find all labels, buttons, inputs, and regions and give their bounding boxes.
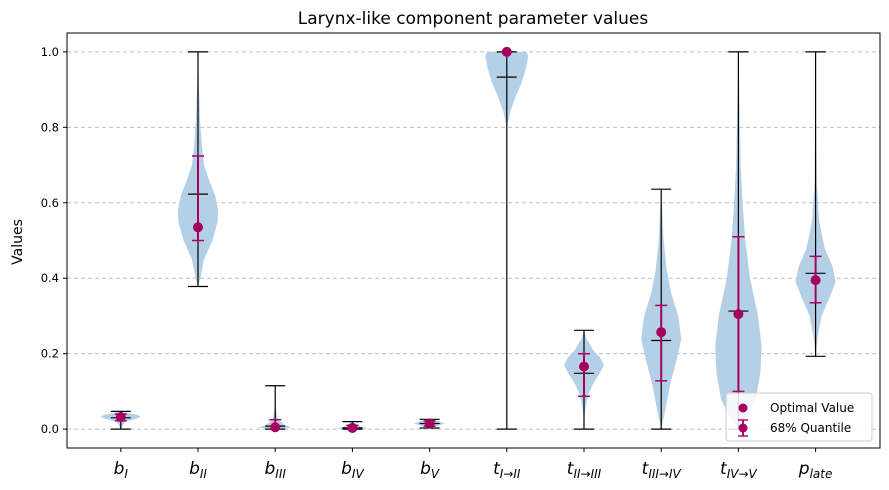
legend-optimal-marker <box>738 403 748 413</box>
x-tick-label-base: b <box>264 459 275 479</box>
x-tick-label-subscript: I→II <box>500 467 521 481</box>
optimal-point <box>424 418 435 429</box>
chart-title: Larynx-like component parameter values <box>298 9 649 29</box>
legend-quantile-label: 68% Quantile <box>770 421 851 435</box>
x-tick-label-base: t <box>720 459 728 479</box>
x-tick-label: bV <box>420 459 440 481</box>
x-tick-label-base: p <box>798 459 810 479</box>
legend: Optimal Value 68% Quantile <box>725 392 873 442</box>
legend-optimal-label: Optimal Value <box>770 401 854 415</box>
optimal-point <box>733 309 744 320</box>
x-tick-label-subscript: III <box>275 467 286 481</box>
y-tick-label: 0.0 <box>41 422 59 436</box>
x-tick-label-base: t <box>567 459 575 479</box>
x-tick-label-base: b <box>189 459 200 479</box>
x-tick-label-subscript: II→III <box>573 467 601 481</box>
x-tick-label-base: b <box>114 459 125 479</box>
x-tick-label: tIV→V <box>720 459 757 481</box>
x-tick-label: plate <box>798 459 833 481</box>
x-tick-label-subscript: II <box>200 467 208 481</box>
x-axis-ticks: bI bII bIII bIV bV tI→II tII→III tIII→IV tIV→V pl… <box>114 448 833 481</box>
y-tick-label: 0.6 <box>41 196 59 210</box>
optimal-point <box>810 275 821 286</box>
optimal-point <box>193 222 203 233</box>
x-tick-label-subscript: I <box>124 467 128 481</box>
x-tick-label: tI→II <box>493 459 521 481</box>
x-tick-label-subscript: IV <box>352 467 365 481</box>
legend-box <box>725 392 873 442</box>
optimal-point <box>501 46 512 57</box>
x-tick-label-base: t <box>642 459 650 479</box>
x-tick-label: bII <box>189 459 207 481</box>
optimal-point <box>656 327 667 338</box>
x-tick-label-subscript: IV→V <box>727 467 758 481</box>
optimal-point <box>579 361 589 372</box>
legend-quantile-dot <box>738 423 748 433</box>
x-tick-label: bI <box>114 459 129 481</box>
x-tick-label-base: b <box>420 459 431 479</box>
optimal-point <box>270 422 281 433</box>
x-tick-label: bIII <box>264 459 286 481</box>
plot-frame <box>66 32 881 449</box>
y-axis-ticks: 0.0 0.2 0.4 0.6 0.8 1.0 <box>41 45 67 436</box>
x-tick-label: tIII→IV <box>642 459 682 481</box>
y-tick-label: 0.2 <box>41 347 59 361</box>
y-tick-label: 1.0 <box>41 45 59 59</box>
optimal-point <box>115 412 126 423</box>
x-tick-label-subscript: late <box>810 467 833 481</box>
x-tick-label-base: b <box>341 459 352 479</box>
x-tick-label-base: t <box>493 459 501 479</box>
x-tick-label: tII→III <box>567 459 602 481</box>
y-tick-label: 0.8 <box>41 120 59 134</box>
optimal-point <box>347 423 358 434</box>
x-tick-label-subscript: III→IV <box>648 467 681 481</box>
x-tick-label: bIV <box>341 459 364 481</box>
y-axis-label: Values <box>10 219 26 265</box>
optimal-points <box>115 46 821 434</box>
y-tick-label: 0.4 <box>41 271 59 285</box>
x-tick-label-subscript: V <box>431 467 440 481</box>
